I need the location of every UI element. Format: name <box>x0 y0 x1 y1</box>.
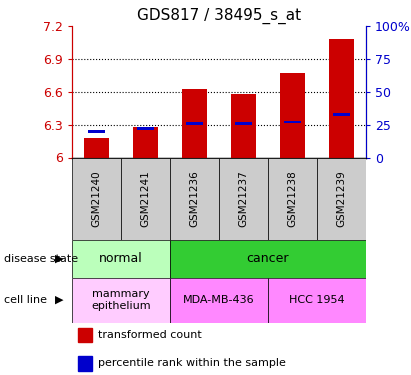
Bar <box>170 158 219 240</box>
Bar <box>72 158 121 240</box>
Bar <box>170 240 366 278</box>
Text: GSM21236: GSM21236 <box>189 170 199 226</box>
Bar <box>133 127 158 158</box>
Text: HCC 1954: HCC 1954 <box>289 295 345 305</box>
Text: MDA-MB-436: MDA-MB-436 <box>183 295 255 305</box>
Bar <box>84 138 109 158</box>
Text: ▶: ▶ <box>55 254 64 264</box>
Bar <box>268 278 366 322</box>
Bar <box>284 121 301 123</box>
Bar <box>186 122 203 125</box>
Bar <box>182 88 207 158</box>
Text: GSM21241: GSM21241 <box>141 170 150 226</box>
Bar <box>78 356 92 371</box>
Text: disease state: disease state <box>4 254 78 264</box>
Bar <box>219 158 268 240</box>
Bar <box>231 94 256 158</box>
Text: transformed count: transformed count <box>98 330 202 340</box>
Text: GSM21239: GSM21239 <box>336 170 346 226</box>
Bar <box>317 158 366 240</box>
Bar <box>268 158 317 240</box>
Bar <box>121 158 170 240</box>
Text: ▶: ▶ <box>55 295 64 305</box>
Text: mammary
epithelium: mammary epithelium <box>91 289 151 311</box>
Bar <box>333 113 350 116</box>
Bar <box>280 73 305 158</box>
Bar <box>72 240 170 278</box>
Text: normal: normal <box>99 252 143 265</box>
Text: GSM21240: GSM21240 <box>91 170 102 226</box>
Bar <box>88 130 105 133</box>
Bar <box>78 328 92 342</box>
Bar <box>235 122 252 125</box>
Text: GSM21238: GSM21238 <box>287 170 297 226</box>
Text: cell line: cell line <box>4 295 47 305</box>
Bar <box>72 278 170 322</box>
Title: GDS817 / 38495_s_at: GDS817 / 38495_s_at <box>137 7 301 24</box>
Text: cancer: cancer <box>247 252 289 265</box>
Bar <box>329 39 353 158</box>
Text: GSM21237: GSM21237 <box>238 170 248 226</box>
Bar <box>137 127 154 130</box>
Bar <box>170 278 268 322</box>
Text: percentile rank within the sample: percentile rank within the sample <box>98 358 286 369</box>
